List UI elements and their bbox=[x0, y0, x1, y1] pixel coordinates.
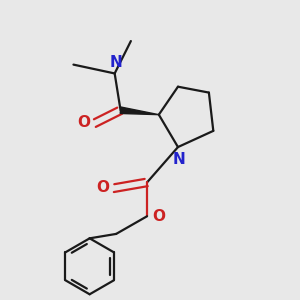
Text: N: N bbox=[173, 152, 186, 167]
Text: O: O bbox=[77, 116, 91, 130]
Text: O: O bbox=[152, 209, 165, 224]
Text: N: N bbox=[109, 55, 122, 70]
Polygon shape bbox=[120, 107, 159, 115]
Text: O: O bbox=[97, 180, 110, 195]
